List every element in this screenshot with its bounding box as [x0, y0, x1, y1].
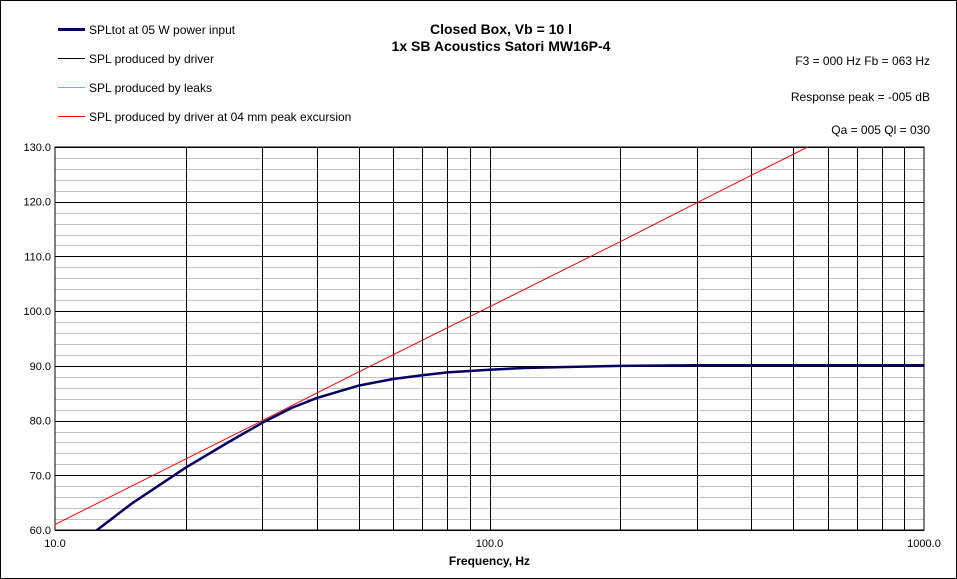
- chart-title: Closed Box, Vb = 10 l: [430, 21, 572, 37]
- series-line-spltot: [95, 364, 924, 530]
- x-tick-label: 100.0: [476, 538, 504, 550]
- plot-border: [54, 146, 925, 531]
- y-tick-label: 60.0: [30, 525, 51, 537]
- y-tick-label: 90.0: [30, 361, 51, 373]
- x-tick-labels: 10.0 100.0 1000.0: [44, 538, 941, 550]
- legend-label-leaks: SPL produced by leaks: [89, 81, 212, 95]
- legend-swatch-leaks: [58, 87, 85, 88]
- x-tick-label: 1000.0: [907, 538, 941, 550]
- series-layer: [55, 147, 924, 530]
- qa-ql-readout: Qa = 005 Ql = 030: [831, 123, 930, 137]
- legend-label-spltot: SPLtot at 05 W power input: [89, 23, 236, 37]
- legend-swatch-excursion: [58, 116, 85, 117]
- y-tick-label: 80.0: [30, 416, 51, 428]
- legend-label-driver: SPL produced by driver: [89, 52, 214, 66]
- y-tick-labels: 60.0 70.0 80.0 90.0 100.0 110.0 120.0 130.0: [23, 142, 51, 537]
- y-tick-label: 130.0: [23, 142, 51, 154]
- minor-gridlines: [55, 158, 924, 520]
- legend-label-excursion: SPL produced by driver at 04 mm peak exc…: [89, 110, 352, 124]
- response-peak-readout: Response peak = -005 dB: [790, 90, 930, 104]
- y-tick-label: 120.0: [23, 197, 51, 209]
- x-tick-label: 10.0: [44, 538, 65, 550]
- chart-subtitle: 1x SB Acoustics Satori MW16P-4: [391, 38, 611, 54]
- major-gridlines: [55, 147, 924, 531]
- x-axis-label: Frequency, Hz: [449, 554, 530, 568]
- f3-fb-readout: F3 = 000 Hz Fb = 063 Hz: [795, 54, 930, 68]
- legend-swatch-spltot: [58, 28, 85, 31]
- y-tick-label: 100.0: [23, 306, 51, 318]
- legend-swatch-driver: [58, 58, 85, 59]
- y-tick-label: 110.0: [24, 251, 51, 263]
- series-line-excursion: [55, 147, 809, 525]
- y-tick-label: 70.0: [30, 470, 51, 482]
